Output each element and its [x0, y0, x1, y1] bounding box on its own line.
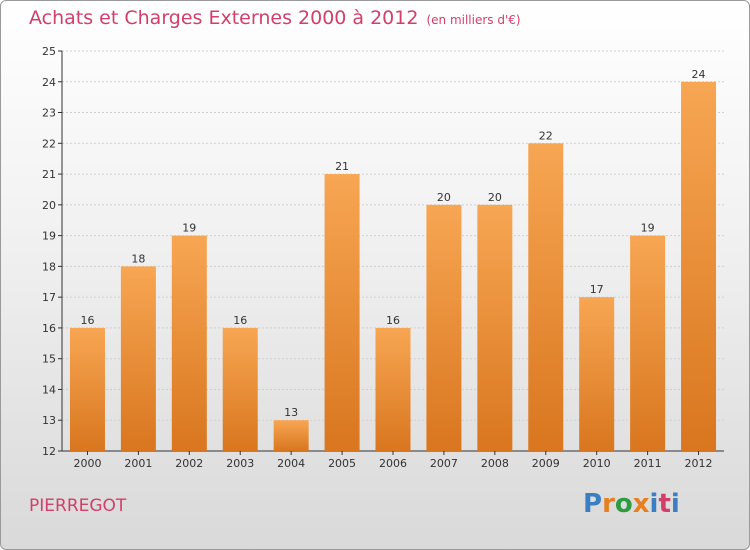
bar [477, 204, 513, 451]
x-tick-label: 2004 [277, 457, 305, 470]
bar [69, 327, 105, 451]
bar [120, 266, 156, 451]
bar [273, 420, 309, 451]
x-tick-label: 2005 [328, 457, 356, 470]
x-tick-label: 2002 [175, 457, 203, 470]
chart-title-text: Achats et Charges Externes 2000 à 2012 [29, 7, 419, 29]
y-tick-label: 24 [42, 76, 56, 89]
x-tick-label: 2011 [634, 457, 662, 470]
y-tick-label: 18 [42, 260, 56, 273]
x-tick-label: 2010 [583, 457, 611, 470]
y-tick-label: 13 [42, 414, 56, 427]
y-tick-label: 19 [42, 230, 56, 243]
data-label: 16 [80, 314, 94, 327]
x-tick-label: 2006 [379, 457, 407, 470]
y-tick-label: 14 [42, 383, 56, 396]
bar [375, 327, 411, 451]
x-tick-label: 2001 [124, 457, 152, 470]
data-label: 17 [590, 283, 604, 296]
x-tick-label: 2007 [430, 457, 458, 470]
bar [171, 235, 207, 451]
y-tick-label: 20 [42, 199, 56, 212]
data-label: 22 [539, 129, 553, 142]
x-tick-label: 2008 [481, 457, 509, 470]
data-label: 24 [692, 68, 706, 81]
commune-name: PIERREGOT [29, 496, 127, 516]
data-label: 18 [131, 252, 145, 265]
bar [426, 204, 462, 451]
x-tick-label: 2012 [685, 457, 713, 470]
data-label: 21 [335, 160, 349, 173]
data-label: 19 [641, 222, 655, 235]
data-label: 20 [437, 191, 451, 204]
proxiti-logo: Proxiti [583, 489, 680, 519]
y-tick-label: 21 [42, 168, 56, 181]
x-tick-label: 2000 [73, 457, 101, 470]
x-tick-label: 2003 [226, 457, 254, 470]
y-tick-label: 17 [42, 291, 56, 304]
bar [630, 235, 666, 451]
y-tick-label: 22 [42, 137, 56, 150]
y-tick-label: 16 [42, 322, 56, 335]
data-label: 13 [284, 406, 298, 419]
bar [222, 327, 258, 451]
bar [528, 143, 564, 452]
data-label: 20 [488, 191, 502, 204]
y-tick-label: 23 [42, 107, 56, 120]
data-label: 16 [233, 314, 247, 327]
bar [324, 174, 360, 452]
chart-title: Achats et Charges Externes 2000 à 2012 (e… [29, 7, 521, 29]
y-tick-label: 15 [42, 353, 56, 366]
bar [681, 81, 717, 452]
bar [579, 297, 615, 451]
y-tick-label: 12 [42, 445, 56, 458]
data-label: 19 [182, 222, 196, 235]
data-label: 16 [386, 314, 400, 327]
y-tick-label: 25 [42, 45, 56, 58]
chart-subtitle: (en milliers d'€) [426, 13, 521, 27]
x-tick-label: 2009 [532, 457, 560, 470]
